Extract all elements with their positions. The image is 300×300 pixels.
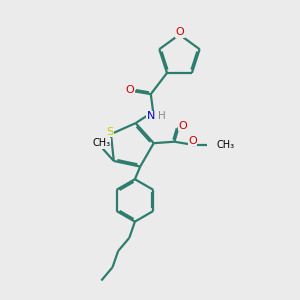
Text: CH₃: CH₃ — [216, 140, 234, 150]
Text: H: H — [158, 111, 165, 121]
Text: S: S — [106, 127, 113, 137]
Text: O: O — [188, 136, 197, 146]
Text: N: N — [147, 111, 155, 121]
Text: CH₃: CH₃ — [92, 138, 110, 148]
Text: O: O — [125, 85, 134, 95]
Text: O: O — [176, 27, 184, 37]
Text: O: O — [179, 121, 188, 130]
